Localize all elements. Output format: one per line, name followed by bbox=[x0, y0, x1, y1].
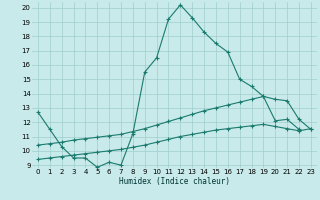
X-axis label: Humidex (Indice chaleur): Humidex (Indice chaleur) bbox=[119, 177, 230, 186]
